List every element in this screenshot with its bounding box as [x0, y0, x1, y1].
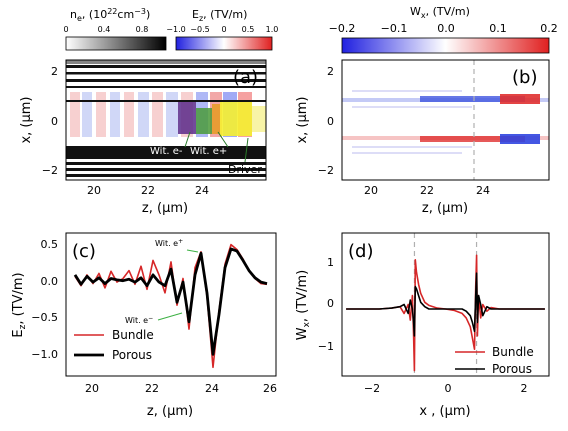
cb-ne-bar — [65, 36, 167, 51]
cb-ez-tick: −1.0 — [166, 25, 185, 34]
panel-a-ytick: −2 — [42, 164, 58, 177]
panel-d-legend: Bundle Porous — [455, 345, 534, 376]
panel-c-frame — [65, 232, 277, 377]
colorbar-ez: Ez, (TV/m) −1.0 −0.5 0 0.5 1.0 — [166, 8, 279, 51]
cb-ez-tick: 0.5 — [242, 25, 255, 34]
panel-d-legend-bundle: Bundle — [492, 345, 534, 359]
panel-d-ytick: −1 — [318, 340, 334, 353]
cb-wx-bar — [341, 37, 550, 54]
panel-b-heatmap — [342, 60, 549, 180]
panel-d-label: (d) — [348, 241, 373, 262]
cb-wx-tick: −0.2 — [329, 22, 356, 35]
panel-c-legend-bundle: Bundle — [112, 328, 154, 342]
panel-b-ytick: −2 — [318, 164, 334, 177]
panel-d-frame — [341, 232, 550, 377]
panel-b-ytick: 0 — [327, 115, 334, 128]
panel-a-annotation-wit-eminus: Wit. e- — [150, 146, 183, 157]
panel-c-lines — [73, 243, 268, 369]
panel-c-ytick: −0.5 — [31, 311, 58, 324]
cb-ez-tick: −0.5 — [190, 25, 209, 34]
panel-a-label: (a) — [233, 67, 258, 88]
panel-c-annotation-wit-eminus: Wit. e− — [125, 315, 153, 325]
panel-a-heatmap — [66, 60, 266, 180]
panel-b: (b) 2 0 −2 20 22 24 z, (μm) x, (μm) — [295, 59, 550, 216]
cb-wx-label: Wx, (TV/m) — [410, 5, 470, 20]
cb-ne-tick: 0 — [63, 25, 68, 34]
panel-a-frame — [65, 59, 267, 181]
panel-d-ytick: 0 — [327, 297, 334, 310]
panel-a-xlabel: z, (μm) — [142, 201, 188, 216]
panel-d-ytick: 1 — [327, 256, 334, 269]
panel-a-xtick: 20 — [87, 184, 101, 197]
panel-c-xtick: 26 — [263, 382, 277, 395]
panel-d-xlabel: x , (μm) — [419, 404, 470, 419]
panel-a-annotation-wit-eplus: Wit. e+ — [190, 146, 227, 157]
panel-a-xtick: 22 — [141, 184, 155, 197]
cb-wx-tick: 0.2 — [540, 22, 558, 35]
panel-c-ylabel: Ez, (TV/m) — [11, 272, 28, 337]
panel-b-xtick: 24 — [476, 184, 490, 197]
panel-c-ytick: 0.0 — [41, 275, 59, 288]
panel-c-xtick: 24 — [205, 382, 219, 395]
panel-b-xtick: 20 — [364, 184, 378, 197]
series-line-porous — [73, 247, 268, 356]
panel-a: Wit. e- Wit. e+ Driver (a) 2 0 −2 20 22 … — [19, 59, 267, 216]
panel-b-ylabel: x, (μm) — [295, 96, 310, 143]
panel-c-xlabel: z, (μm) — [147, 404, 193, 419]
cb-wx-tick: −0.1 — [381, 22, 408, 35]
cb-wx-tick: 0.1 — [489, 22, 507, 35]
panel-d-xtick: 2 — [521, 382, 528, 395]
panel-c-legend-porous: Porous — [112, 348, 152, 362]
panel-b-xtick: 22 — [420, 184, 434, 197]
panel-a-ytick: 0 — [51, 115, 58, 128]
panel-c-xtick: 22 — [145, 382, 159, 395]
panel-a-xtick: 24 — [195, 184, 209, 197]
panel-b-frame — [341, 59, 550, 181]
cb-ne-tick: 0.4 — [98, 25, 111, 34]
panel-b-label: (b) — [512, 67, 537, 88]
cb-ez-bar — [175, 36, 273, 51]
panel-c-xtick: 20 — [85, 382, 99, 395]
cb-ne-label: ne, (1022cm−3) — [70, 7, 150, 23]
colorbar-ne: ne, (1022cm−3) 0 0.4 0.8 — [63, 7, 167, 51]
panel-d-xtick: −2 — [364, 382, 380, 395]
panel-c-ytick: −1.0 — [31, 348, 58, 361]
cb-ez-tick: 1.0 — [266, 25, 279, 34]
panel-d-xtick: 0 — [445, 382, 452, 395]
panel-a-ylabel: x, (μm) — [19, 96, 34, 143]
panel-d-ylabel: Wx, (TV/m) — [295, 270, 312, 340]
series-line-porous — [346, 272, 545, 337]
panel-c-ytick: 0.5 — [41, 238, 59, 251]
panel-c-label: (c) — [72, 241, 96, 262]
cb-ez-tick: 0 — [221, 25, 226, 34]
panel-a-annotation-driver: Driver — [228, 163, 262, 176]
panel-c: (c) Wit. e+ Wit. e− Bundle Porous 0.5 0.… — [11, 232, 277, 419]
panel-c-legend: Bundle Porous — [74, 328, 154, 362]
panel-a-ytick: 2 — [51, 65, 58, 78]
colorbar-wx: Wx, (TV/m) −0.2 −0.1 0.0 0.1 0.2 — [329, 5, 558, 54]
panel-d: (d) Bundle Porous 1 0 −1 −2 0 2 x , (μm)… — [295, 232, 550, 419]
series-line-bundle — [74, 243, 268, 369]
panel-b-xlabel: z, (μm) — [422, 201, 468, 216]
panel-c-annotation-wit-eplus: Wit. e+ — [155, 238, 183, 248]
panel-d-lines — [346, 254, 545, 372]
cb-wx-tick: 0.0 — [437, 22, 455, 35]
cb-ez-label: Ez, (TV/m) — [192, 8, 247, 23]
cb-ne-tick: 0.8 — [136, 25, 149, 34]
panel-b-ytick: 2 — [327, 65, 334, 78]
panel-d-legend-porous: Porous — [492, 362, 532, 376]
